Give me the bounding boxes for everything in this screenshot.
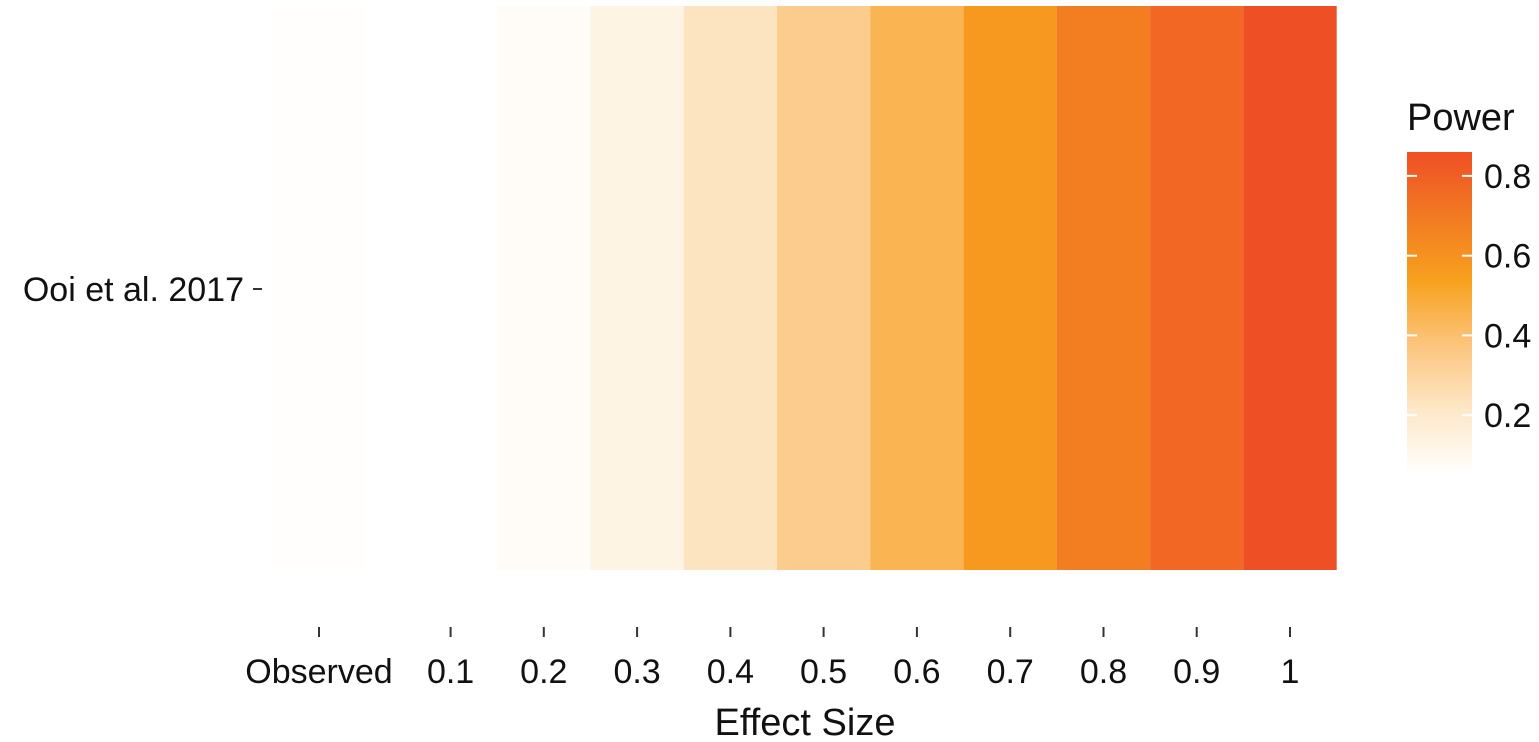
x-tick-label: 0.5 xyxy=(800,653,847,691)
legend-tick-label: 0.8 xyxy=(1484,158,1531,196)
legend-title: Power xyxy=(1407,97,1515,139)
heatmap-cell-0.2 xyxy=(497,6,591,570)
x-axis: Observed 0.1 0.2 0.3 0.4 0.5 0.6 0.7 0.8 0.9 1 xyxy=(245,627,1299,691)
x-tick-label: 0.9 xyxy=(1173,653,1220,691)
x-tick-label: 0.7 xyxy=(987,653,1034,691)
x-tick-label: Observed xyxy=(245,653,392,691)
x-tick-label: 1 xyxy=(1281,653,1300,691)
heatmap-cell-0.4 xyxy=(683,6,777,570)
x-tick-label: 0.3 xyxy=(613,653,660,691)
power-legend: Power 0.2 0.4 0.6 0.8 xyxy=(1407,97,1531,475)
legend-tick-label: 0.2 xyxy=(1484,397,1531,435)
heatmap-cell-0.7 xyxy=(963,6,1057,570)
heatmap-cell-0.1 xyxy=(403,6,498,570)
legend-colorbar xyxy=(1407,152,1472,475)
heatmap-cell-0.9 xyxy=(1150,6,1244,570)
heatmap-cell-0.5 xyxy=(777,6,871,570)
x-axis-title: Effect Size xyxy=(715,702,896,742)
legend-tick-label: 0.6 xyxy=(1484,238,1531,276)
y-tick-label: Ooi et al. 2017 xyxy=(23,271,244,309)
heatmap-cell-observed xyxy=(272,6,366,570)
legend-tick-label: 0.4 xyxy=(1484,317,1531,355)
heatmap-cells xyxy=(272,6,1337,570)
x-tick-label: 0.1 xyxy=(427,653,474,691)
x-tick-label: 0.8 xyxy=(1080,653,1127,691)
x-tick-label: 0.6 xyxy=(893,653,940,691)
heatmap-cell-0.8 xyxy=(1056,6,1151,570)
x-tick-label: 0.4 xyxy=(707,653,754,691)
x-tick-label: 0.2 xyxy=(520,653,567,691)
heatmap-cell-0.3 xyxy=(590,6,684,570)
y-axis: Ooi et al. 2017 xyxy=(23,271,262,309)
heatmap-cell-0.6 xyxy=(870,6,964,570)
heatmap-cell-1 xyxy=(1243,6,1337,570)
